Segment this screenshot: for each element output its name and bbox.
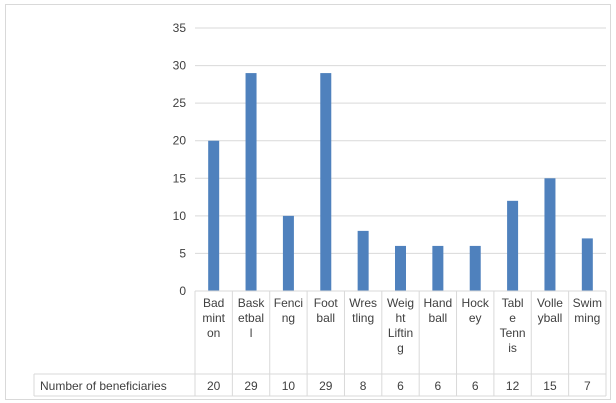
data-value-label: 7 — [584, 379, 591, 393]
y-tick-label: 30 — [173, 59, 187, 73]
bar — [432, 245, 444, 291]
y-tick-label: 35 — [173, 21, 187, 35]
bar — [581, 238, 593, 291]
data-value-label: 20 — [207, 379, 221, 393]
bar — [208, 140, 220, 291]
bar — [357, 230, 369, 291]
x-tick-label: Weig ht Liftin g — [387, 296, 414, 355]
x-tick-label: Volle yball — [537, 296, 563, 325]
data-value-label: 8 — [360, 379, 367, 393]
y-tick-label: 0 — [179, 284, 186, 298]
bar — [507, 200, 519, 291]
x-tick-label: Foot ball — [314, 296, 339, 325]
x-tick-label: Bask etbal l — [238, 296, 266, 340]
data-value-label: 29 — [319, 379, 333, 393]
x-tick-label: Fenci ng — [274, 296, 303, 325]
x-tick-label: Wres tling — [349, 296, 377, 325]
y-tick-label: 25 — [173, 96, 187, 110]
bar — [320, 73, 332, 291]
y-tick-label: 15 — [173, 171, 187, 185]
bar — [245, 73, 257, 291]
data-value-label: 6 — [472, 379, 479, 393]
x-tick-label: Bad mint on — [202, 296, 225, 340]
data-value-label: 6 — [397, 379, 404, 393]
bar — [395, 245, 406, 291]
series-name-label: Number of beneficiaries — [40, 379, 167, 393]
data-value-label: 15 — [543, 379, 557, 393]
data-value-label: 29 — [244, 379, 258, 393]
chart-frame — [5, 4, 611, 400]
bar — [282, 215, 294, 291]
data-value-label: 12 — [506, 379, 520, 393]
data-value-label: 6 — [435, 379, 442, 393]
bar — [544, 178, 556, 291]
y-tick-label: 20 — [173, 134, 187, 148]
data-value-label: 10 — [282, 379, 296, 393]
y-tick-label: 10 — [173, 209, 187, 223]
x-tick-label: Swim ming — [573, 296, 602, 325]
bar — [469, 245, 481, 291]
x-tick-label: Hock ey — [462, 296, 490, 325]
y-tick-label: 5 — [179, 246, 186, 260]
x-tick-label: Tabl e Tenn is — [500, 296, 526, 355]
x-tick-label: Hand ball — [424, 296, 453, 325]
